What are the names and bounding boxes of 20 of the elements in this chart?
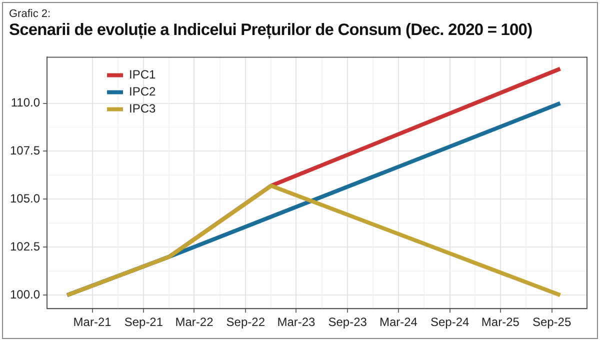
legend-label: IPC1 <box>129 68 156 82</box>
x-tick-label: Mar-22 <box>175 315 214 330</box>
x-tick-label: Sep-23 <box>328 315 368 330</box>
x-tick-label: Mar-24 <box>379 315 418 330</box>
chart-subtitle: Grafic 2: <box>9 8 51 20</box>
legend-label: IPC3 <box>129 102 156 116</box>
x-tick-label: Sep-22 <box>226 315 266 330</box>
x-tick-label: Sep-25 <box>532 315 572 330</box>
x-tick-label: Mar-25 <box>481 315 520 330</box>
x-tick-label: Sep-24 <box>430 315 470 330</box>
chart-title: Scenarii de evoluție a Indicelui Prețurilor de Consum (Dec. 2020 = 100) <box>9 21 532 40</box>
y-tick-label: 100.0 <box>10 287 40 302</box>
x-tick-label: Mar-21 <box>73 315 112 330</box>
legend-label: IPC2 <box>129 84 156 99</box>
y-tick-label: 107.5 <box>10 144 40 158</box>
y-tick-label: 110.0 <box>10 96 40 110</box>
y-tick-label: 105.0 <box>10 192 40 206</box>
x-tick-label: Sep-21 <box>124 315 164 330</box>
y-tick-label: 102.5 <box>10 240 40 254</box>
x-tick-label: Mar-23 <box>277 315 316 330</box>
